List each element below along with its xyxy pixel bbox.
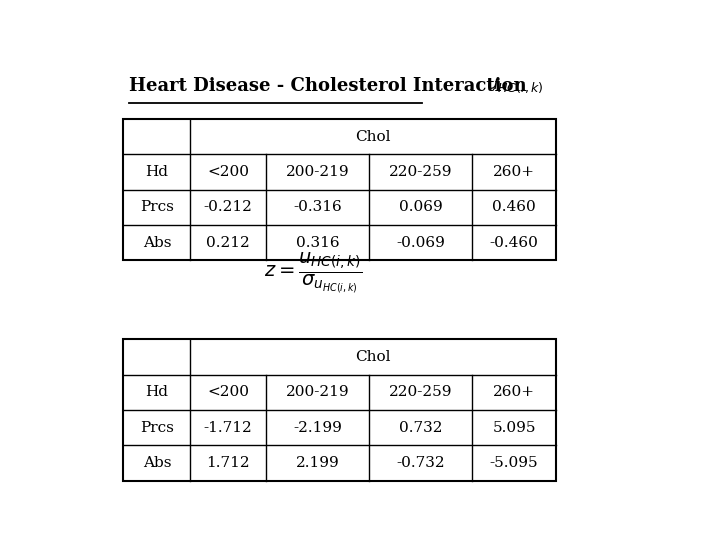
Text: -2.199: -2.199 — [293, 421, 342, 435]
Text: 1.712: 1.712 — [207, 456, 250, 470]
Text: -0.732: -0.732 — [396, 456, 445, 470]
Text: -0.460: -0.460 — [490, 235, 539, 249]
Text: Prcs: Prcs — [140, 200, 174, 214]
Text: 5.095: 5.095 — [492, 421, 536, 435]
Text: 260+: 260+ — [493, 165, 535, 179]
Text: 0.732: 0.732 — [399, 421, 442, 435]
Text: Chol: Chol — [356, 130, 391, 144]
Text: Abs: Abs — [143, 456, 171, 470]
Bar — [124, 339, 556, 481]
Text: <200: <200 — [207, 385, 249, 399]
Text: 2.199: 2.199 — [295, 456, 339, 470]
Text: 200-219: 200-219 — [286, 385, 349, 399]
Text: -5.095: -5.095 — [490, 456, 539, 470]
Text: Heart Disease - Cholesterol Interaction: Heart Disease - Cholesterol Interaction — [129, 77, 527, 95]
Text: -1.712: -1.712 — [204, 421, 253, 435]
Text: 220-259: 220-259 — [389, 165, 452, 179]
Text: 260+: 260+ — [493, 385, 535, 399]
Text: $z = \dfrac{u_{HC(i,k)}}{\sigma_{u_{HC(i,k)}}}$: $z = \dfrac{u_{HC(i,k)}}{\sigma_{u_{HC(i… — [264, 251, 362, 295]
Text: -0.069: -0.069 — [396, 235, 445, 249]
Text: 0.212: 0.212 — [206, 235, 250, 249]
Text: Chol: Chol — [356, 350, 391, 364]
Text: <200: <200 — [207, 165, 249, 179]
Text: -0.316: -0.316 — [293, 200, 342, 214]
Text: $u_{HC(i,k)}$: $u_{HC(i,k)}$ — [486, 77, 544, 95]
Text: Abs: Abs — [143, 235, 171, 249]
Text: Prcs: Prcs — [140, 421, 174, 435]
Text: 0.460: 0.460 — [492, 200, 536, 214]
Text: 0.069: 0.069 — [399, 200, 443, 214]
Text: 200-219: 200-219 — [286, 165, 349, 179]
Text: Hd: Hd — [145, 385, 168, 399]
Bar — [124, 119, 556, 260]
Text: 220-259: 220-259 — [389, 385, 452, 399]
Text: Hd: Hd — [145, 165, 168, 179]
Text: -0.212: -0.212 — [204, 200, 253, 214]
Text: 0.316: 0.316 — [296, 235, 339, 249]
